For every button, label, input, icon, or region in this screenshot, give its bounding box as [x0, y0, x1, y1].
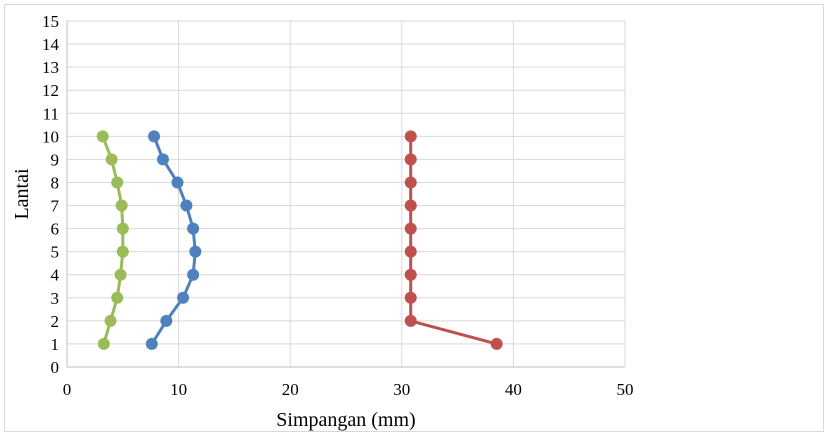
x-tick-label: 40 [505, 380, 522, 399]
data-point [156, 153, 169, 166]
x-axis-label: Simpangan (mm) [276, 409, 415, 431]
data-point [404, 245, 417, 258]
y-tick-label: 11 [43, 104, 59, 123]
data-point [177, 291, 190, 304]
data-point [404, 199, 417, 212]
data-point [96, 130, 109, 143]
y-tick-label: 1 [51, 335, 60, 354]
series-line [409, 136, 498, 346]
data-point [404, 176, 417, 189]
series-group [96, 130, 503, 350]
data-point [180, 199, 193, 212]
data-point [187, 222, 200, 235]
data-point [404, 130, 417, 143]
data-point [490, 337, 503, 350]
data-point [404, 268, 417, 281]
data-point [189, 245, 202, 258]
x-tick-label: 10 [170, 380, 187, 399]
y-tick-label: 10 [42, 127, 59, 146]
y-tick-label: 15 [42, 12, 59, 31]
data-point [404, 314, 417, 327]
x-tick-label: 20 [282, 380, 299, 399]
data-point [105, 153, 118, 166]
data-point [171, 176, 184, 189]
y-tick-label: 6 [51, 220, 60, 239]
y-tick-label: 7 [51, 197, 60, 216]
series-3 [404, 130, 503, 350]
data-point [145, 337, 158, 350]
data-point [116, 222, 129, 235]
y-tick-label: 3 [51, 289, 60, 308]
y-tick-label: 14 [42, 35, 60, 54]
x-tick-label: 30 [393, 380, 410, 399]
data-point [404, 222, 417, 235]
y-tick-label: 8 [51, 173, 60, 192]
y-tick-label: 2 [51, 312, 60, 331]
data-point [160, 314, 173, 327]
y-tick-label: 4 [51, 266, 60, 285]
y-axis-label: Lantai [11, 168, 33, 220]
series-line [101, 135, 125, 345]
data-point [187, 268, 200, 281]
x-tick-label: 0 [63, 380, 72, 399]
series-2 [145, 130, 202, 350]
data-point [104, 314, 117, 327]
data-point [114, 268, 127, 281]
y-tick-label: 5 [51, 243, 60, 262]
data-point [111, 176, 124, 189]
data-point [97, 337, 110, 350]
data-point [116, 245, 129, 258]
y-tick-label: 9 [51, 150, 60, 169]
y-tick-label: 12 [42, 81, 59, 100]
data-point [111, 291, 124, 304]
y-tick-label: 0 [51, 358, 60, 377]
axes [66, 21, 625, 368]
series-line [150, 135, 197, 345]
gridlines [67, 20, 626, 367]
data-point [115, 199, 128, 212]
y-tick-label: 13 [42, 58, 59, 77]
chart-frame [4, 4, 824, 432]
data-point [404, 153, 417, 166]
x-tick-label: 50 [617, 380, 634, 399]
series-1 [96, 130, 129, 350]
data-point [404, 291, 417, 304]
data-point [148, 130, 161, 143]
